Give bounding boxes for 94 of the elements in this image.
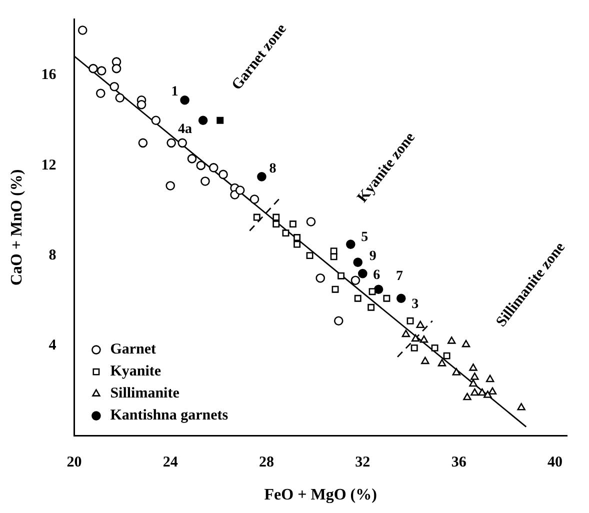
y-tick-label: 4 [48,338,57,354]
y-axis-title: CaO + MnO (%) [8,169,26,286]
point [383,294,390,302]
point [272,220,280,228]
point [332,286,339,293]
point [78,26,88,35]
point [338,272,345,280]
point [353,258,363,267]
point [358,268,368,278]
annotation: 4a [178,122,192,137]
point [334,316,344,326]
x-tick-label: 32 [355,454,370,471]
point [218,170,228,180]
point [235,186,245,195]
point [368,304,375,311]
point [306,252,314,260]
x-tick-label: 40 [547,454,562,471]
point [368,288,376,296]
point [96,66,106,76]
point [198,116,208,126]
point [421,356,430,364]
point [112,64,122,74]
point [289,220,296,228]
legend-label: Kantishna garnets [110,408,228,424]
y-tick-label: 16 [41,67,57,84]
x-tick-label: 36 [451,454,467,471]
annotation: 8 [269,161,276,176]
point [294,234,301,242]
point [416,320,424,328]
point [138,138,148,148]
point [486,374,494,382]
legend-label: Garnet [110,342,156,358]
point [306,217,316,226]
point [282,230,290,237]
point [443,352,450,360]
point [196,160,206,170]
point [257,172,266,182]
point [178,138,188,148]
point [438,359,446,366]
point [216,116,224,124]
point [88,64,98,74]
point [316,273,326,283]
point [166,138,176,148]
point [411,334,420,342]
point [115,93,125,103]
annotation: 1 [171,84,178,100]
point [354,294,362,302]
point [136,100,146,110]
point [406,317,414,324]
annotation: 9 [369,248,376,264]
point [463,392,472,400]
point [470,372,479,380]
point [350,276,360,285]
point [250,194,260,204]
point [448,336,456,344]
annotation: 5 [361,230,368,245]
y-tick-label: 12 [41,157,56,174]
x-axis-title: FeO + MgO (%) [264,486,377,504]
point [346,240,356,249]
point [462,340,470,348]
annotation: 6 [373,268,380,284]
x-tick-label: 28 [259,454,274,471]
legend-label: Sillimanite [110,386,180,402]
point [402,330,410,338]
point [187,154,197,164]
point [484,390,492,398]
point [294,240,301,248]
point [396,294,406,304]
point [200,176,210,186]
point [478,388,486,396]
point [452,368,461,376]
point [180,95,190,105]
point [410,344,418,352]
point [166,181,176,190]
point [517,402,526,410]
y-tick-label: 8 [48,247,56,264]
point [330,253,338,260]
point [431,344,438,352]
x-tick-label: 24 [162,454,178,471]
point [272,214,280,221]
point [151,116,161,126]
annotation: 7 [396,268,404,284]
point [488,387,497,395]
point [96,88,106,98]
point [469,364,478,371]
point [469,379,478,387]
point [208,163,218,172]
annotation: 3 [412,296,419,312]
point [470,388,479,396]
point [420,335,428,343]
point [253,214,260,221]
point [110,82,119,92]
x-tick-label: 20 [66,454,82,471]
legend-label: Kyanite [110,364,162,380]
